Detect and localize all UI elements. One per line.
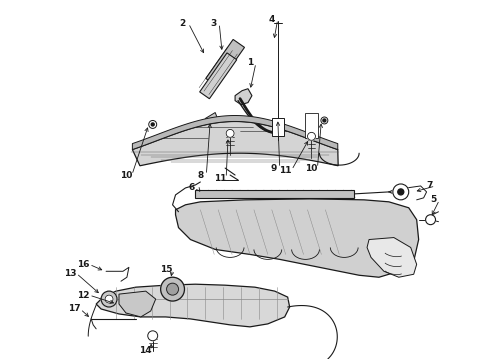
Text: 1: 1	[247, 58, 253, 67]
Text: 11: 11	[214, 174, 226, 183]
Circle shape	[105, 295, 113, 303]
Polygon shape	[199, 53, 237, 99]
Circle shape	[426, 215, 436, 225]
Polygon shape	[205, 113, 218, 129]
Bar	[305, 113, 318, 138]
Polygon shape	[175, 199, 418, 277]
Text: 7: 7	[426, 181, 433, 190]
Text: 6: 6	[188, 184, 195, 193]
Circle shape	[226, 129, 234, 137]
Polygon shape	[119, 291, 156, 317]
Text: 15: 15	[160, 265, 173, 274]
Circle shape	[167, 283, 178, 295]
Circle shape	[101, 291, 117, 307]
Text: 11: 11	[279, 166, 292, 175]
Circle shape	[321, 117, 328, 124]
Circle shape	[148, 331, 158, 341]
Text: 13: 13	[64, 269, 76, 278]
Bar	[272, 118, 284, 136]
Polygon shape	[367, 238, 416, 277]
Circle shape	[323, 119, 326, 122]
Polygon shape	[235, 89, 252, 105]
Text: 17: 17	[68, 305, 81, 314]
Text: 12: 12	[77, 291, 90, 300]
Text: 8: 8	[197, 171, 203, 180]
Polygon shape	[132, 121, 338, 166]
Text: 10: 10	[305, 163, 318, 172]
Circle shape	[161, 277, 184, 301]
Polygon shape	[206, 39, 245, 86]
Text: 2: 2	[179, 19, 186, 28]
Polygon shape	[196, 190, 354, 198]
Text: 4: 4	[269, 15, 275, 24]
Circle shape	[149, 121, 157, 129]
Circle shape	[393, 184, 409, 200]
Text: 10: 10	[120, 171, 132, 180]
Text: 9: 9	[270, 163, 277, 172]
Text: 5: 5	[430, 195, 437, 204]
Circle shape	[308, 132, 316, 140]
Polygon shape	[96, 284, 290, 327]
Text: 16: 16	[77, 260, 90, 269]
Text: 3: 3	[210, 19, 217, 28]
Circle shape	[151, 123, 154, 126]
Polygon shape	[132, 116, 338, 149]
Circle shape	[398, 189, 404, 195]
Text: 14: 14	[140, 346, 152, 355]
